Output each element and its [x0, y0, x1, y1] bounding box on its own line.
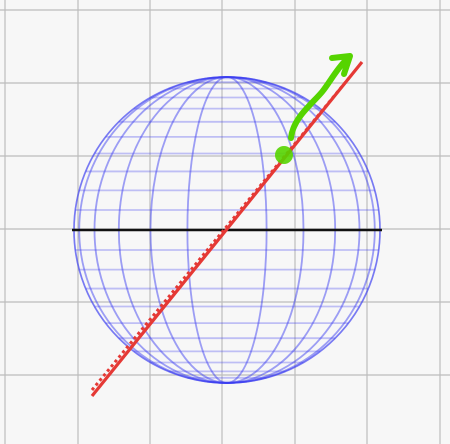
curved-arrow-icon: [288, 53, 353, 141]
surface-point: [275, 146, 293, 164]
arrow-head: [329, 53, 353, 77]
arrow-shaft: [288, 57, 349, 141]
solid-axis-line: [90, 60, 364, 398]
